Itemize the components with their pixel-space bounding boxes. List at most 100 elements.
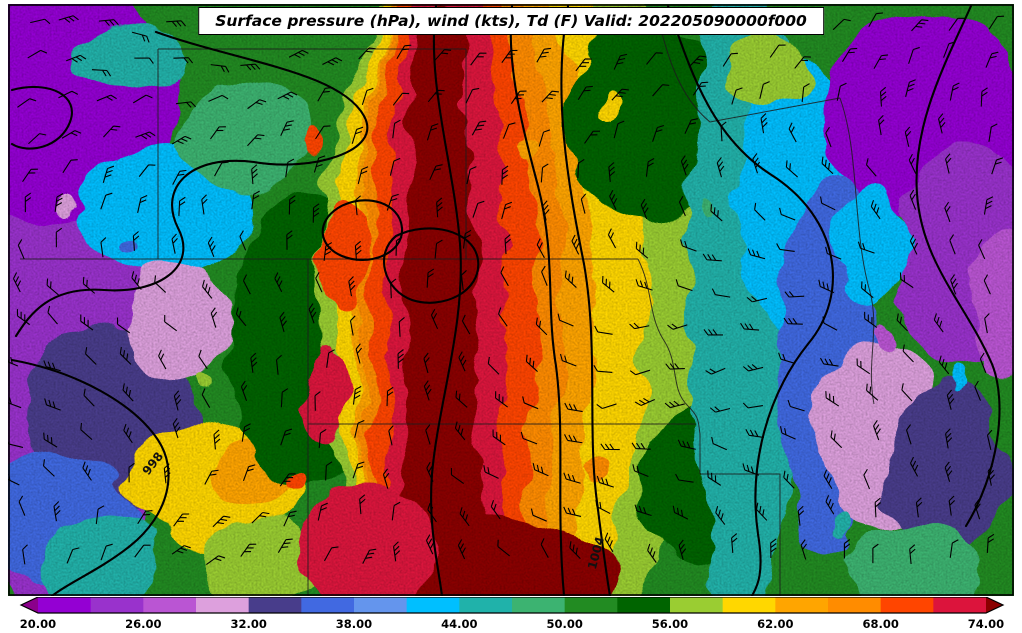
wind-barb <box>313 155 326 173</box>
wind-barb <box>901 383 913 402</box>
wind-barb <box>613 53 628 70</box>
wind-barb <box>173 57 194 64</box>
wind-barb <box>945 153 952 174</box>
wind-barb <box>27 49 48 59</box>
wind-barb <box>103 125 121 138</box>
wind-barb <box>392 92 410 106</box>
wind-barb <box>520 431 538 445</box>
wind-barb <box>595 499 611 515</box>
wind-barb <box>54 193 64 212</box>
wind-barb <box>30 18 51 25</box>
wind-barb <box>495 391 508 408</box>
wind-barb <box>652 84 670 97</box>
wind-barb <box>430 308 439 330</box>
wind-barb <box>209 126 226 140</box>
wind-barb <box>235 307 247 327</box>
pressure-contour <box>560 4 612 596</box>
wind-barb <box>979 352 987 374</box>
wind-barb <box>680 155 689 176</box>
wind-barb <box>355 343 363 364</box>
wind-barb <box>66 547 80 564</box>
wind-barb <box>240 543 257 557</box>
wind-barb <box>825 126 832 148</box>
wind-barb <box>497 539 510 557</box>
wind-barb <box>607 228 617 249</box>
wind-barb <box>672 505 689 520</box>
wind-barb <box>277 538 293 553</box>
colorbar-outline <box>19 597 1005 614</box>
wind-barb <box>44 398 61 411</box>
wind-barb <box>788 122 797 143</box>
wind-barb <box>675 279 693 292</box>
wind-barb <box>675 473 694 483</box>
wind-barb <box>279 311 287 333</box>
wind-barb <box>426 268 435 288</box>
wind-barb <box>349 315 356 336</box>
wind-barb <box>950 274 958 295</box>
wind-barb <box>16 309 31 326</box>
wind-barb <box>945 428 953 449</box>
wind-barb <box>986 429 993 451</box>
wind-barb <box>288 195 296 215</box>
wind-barb <box>822 316 838 331</box>
wind-barb <box>872 543 879 564</box>
colorbar-extend-left <box>21 597 38 613</box>
wind-barb <box>800 539 807 560</box>
colorbar-band <box>143 597 197 613</box>
wind-barb <box>541 265 548 286</box>
wind-barb <box>308 303 317 324</box>
wind-barb <box>836 82 847 101</box>
wind-barb <box>680 239 697 252</box>
state-borders <box>20 9 875 596</box>
wind-barb <box>745 429 764 438</box>
wind-barb <box>204 469 219 485</box>
wind-barb <box>635 279 653 291</box>
wind-barb <box>470 52 487 66</box>
wind-barb <box>899 272 914 289</box>
wind-barb <box>988 15 1005 30</box>
wind-barb <box>948 17 965 31</box>
wind-barb <box>984 313 990 334</box>
title-box: Surface pressure (hPa), wind (kts), Td (… <box>198 7 824 35</box>
wind-barb <box>12 272 22 293</box>
wind-barb <box>536 47 551 63</box>
wind-barb <box>783 470 795 489</box>
wind-barb <box>388 425 394 446</box>
wind-barb <box>487 356 500 375</box>
wind-barb <box>286 230 293 250</box>
wind-barb <box>540 163 549 183</box>
wind-barb <box>176 101 197 108</box>
wind-barb <box>386 193 399 211</box>
colorbar-band <box>354 597 408 613</box>
wind-barb <box>82 276 96 294</box>
wind-barb <box>596 475 614 488</box>
wind-barb <box>938 113 946 134</box>
wind-barb <box>128 462 135 483</box>
wind-barb <box>280 428 293 446</box>
wind-barb <box>247 134 265 147</box>
wind-barb <box>354 419 365 438</box>
wind-barb <box>832 18 851 31</box>
wind-barb <box>274 272 283 293</box>
wind-barb <box>541 90 559 103</box>
wind-barb <box>821 156 834 175</box>
wind-barb <box>602 275 615 293</box>
wind-barb <box>948 495 956 516</box>
wind-barb <box>132 94 153 104</box>
wind-barb <box>502 122 516 139</box>
wind-barb <box>351 126 364 144</box>
texture-noise <box>8 4 1014 596</box>
wind-barb <box>779 207 796 221</box>
wind-barb <box>991 157 1004 175</box>
wind-barb <box>577 85 593 101</box>
wind-barb <box>62 159 78 174</box>
wind-barb <box>564 434 583 444</box>
colorbar-band <box>564 597 618 613</box>
colorbar-band <box>670 597 724 613</box>
wind-barb <box>949 234 956 255</box>
wind-barb <box>28 133 47 145</box>
colorbar-band <box>933 597 987 613</box>
wind-barb <box>119 346 132 365</box>
wind-barb <box>593 365 613 373</box>
wind-barb <box>559 353 577 367</box>
